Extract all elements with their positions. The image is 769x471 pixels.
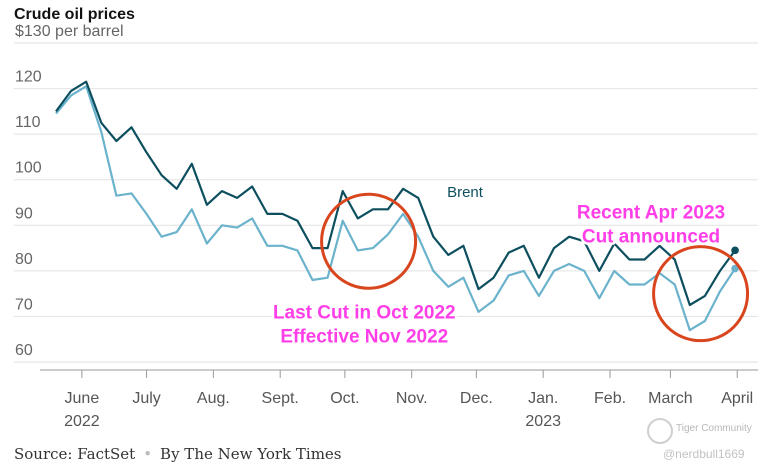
y-tick-label-120: 120	[15, 69, 42, 86]
x-tick-label-Oct.: Oct.	[330, 390, 359, 407]
source-text: Source: FactSet	[14, 445, 136, 463]
highlight-circle-2	[652, 245, 750, 343]
y-tick-label-90: 90	[15, 205, 33, 222]
byline: By The New York Times	[160, 445, 342, 463]
x-tick-label-Jan.: Jan.	[528, 390, 558, 407]
chart-title: Crude oil prices	[14, 6, 135, 23]
series-label-wti: W.T.I.	[419, 307, 457, 324]
y-tick-label-70: 70	[15, 296, 33, 313]
y-tick-label-130: $130 per barrel	[15, 23, 124, 40]
y-tick-label-110: 110	[15, 114, 41, 131]
source-line: Source: FactSet • By The New York Times	[14, 445, 342, 463]
series-end-point-brent	[731, 246, 739, 255]
x-tick-label-Dec.: Dec.	[460, 390, 493, 407]
x-tick-year-2022: 2022	[64, 413, 100, 430]
separator-dot: •	[143, 445, 153, 463]
y-tick-label-60: 60	[15, 342, 33, 359]
series-end-point-wti	[731, 264, 739, 273]
tiger-logo-icon	[647, 418, 673, 444]
watermark-brand: Tiger Community	[676, 423, 752, 434]
x-tick-label-Aug.: Aug.	[197, 390, 230, 407]
x-tick-label-April: April	[721, 390, 753, 407]
y-tick-label-80: 80	[15, 251, 33, 268]
x-tick-label-March: March	[648, 390, 692, 407]
x-tick-year-2023: 2023	[525, 413, 561, 430]
watermark-handle: @nerdbull1669	[663, 447, 745, 461]
annotation-1-line-1: Last Cut in Oct 2022	[273, 303, 456, 324]
highlight-circle-1	[320, 192, 418, 290]
x-tick-label-Sept.: Sept.	[262, 390, 299, 407]
x-tick-label-Feb.: Feb.	[594, 390, 626, 407]
annotation-1-line-2: Effective Nov 2022	[280, 327, 448, 348]
series-line-wti	[55, 85, 737, 332]
series-line-brent	[55, 80, 736, 307]
x-tick-label-June: June	[65, 390, 100, 407]
x-tick-label-Nov.: Nov.	[396, 390, 428, 407]
y-tick-label-100: 100	[15, 160, 42, 177]
x-tick-label-July: July	[132, 390, 160, 407]
series-label-brent: Brent	[447, 184, 484, 201]
annotation-2-line-1: Recent Apr 2023	[577, 202, 725, 223]
annotation-2-line-2: Cut announced	[582, 226, 720, 247]
